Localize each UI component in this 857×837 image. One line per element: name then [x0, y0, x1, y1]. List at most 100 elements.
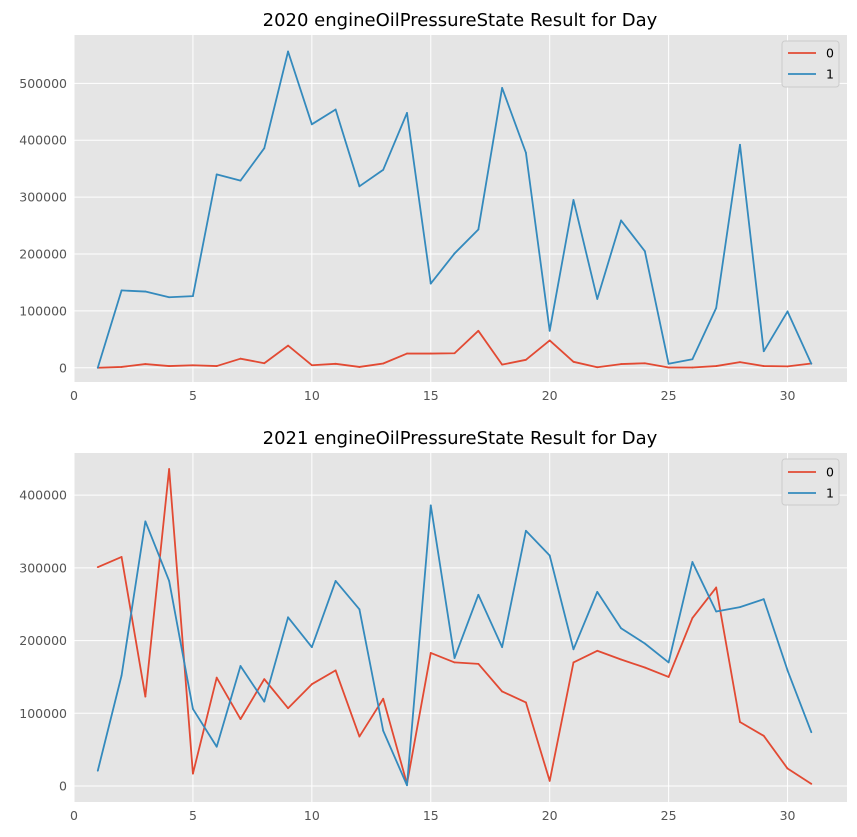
data-point-0 [192, 364, 194, 367]
data-point-0 [572, 360, 575, 363]
data-point-0 [310, 683, 313, 686]
data-point-1 [572, 199, 575, 201]
x-tick-label: 20 [542, 388, 558, 403]
data-point-0 [120, 366, 123, 368]
data-point-0 [168, 468, 171, 470]
data-point-1 [310, 123, 313, 126]
data-point-1 [620, 219, 622, 222]
data-point-0 [453, 661, 456, 664]
y-tick-label: 0 [59, 360, 67, 375]
data-point-1 [643, 642, 646, 645]
data-point-0 [358, 735, 361, 738]
data-point-1 [287, 50, 289, 53]
data-point-0 [263, 678, 266, 681]
data-point-0 [310, 364, 313, 367]
x-tick-label: 0 [70, 808, 78, 823]
x-tick-label: 20 [542, 808, 558, 823]
data-point-1 [287, 616, 289, 619]
data-point-0 [239, 718, 242, 721]
data-point-0 [643, 666, 646, 669]
tick-labels: 0 5 10 15 20 25 30 0 100000 200000 300000 400000 [19, 488, 795, 823]
chart-title: 2020 engineOilPressureState Result for D… [263, 10, 658, 31]
data-point-0 [525, 701, 527, 704]
data-point-1 [643, 250, 646, 253]
y-tick-label: 200000 [19, 247, 67, 262]
y-tick-label: 300000 [19, 560, 67, 575]
data-point-1 [406, 112, 408, 114]
data-point-0 [287, 344, 289, 347]
tick-labels: 0 5 10 15 20 25 30 0 100000 200000 300000 400000 500… [19, 76, 795, 403]
data-point-0 [263, 362, 266, 365]
data-point-1 [691, 561, 694, 563]
y-tick-label: 0 [59, 779, 67, 794]
data-point-1 [477, 228, 480, 231]
data-point-0 [120, 556, 123, 558]
y-tick-label: 100000 [19, 706, 67, 721]
x-tick-label: 25 [661, 808, 677, 823]
data-point-1 [144, 290, 147, 293]
data-point-0 [429, 352, 432, 355]
data-point-0 [477, 662, 480, 665]
plot-area [74, 453, 847, 802]
data-point-0 [715, 365, 718, 367]
data-point-1 [501, 646, 504, 649]
data-point-1 [310, 646, 313, 649]
y-tick-label: 300000 [19, 190, 67, 205]
data-point-0 [168, 365, 171, 367]
data-point-1 [453, 657, 456, 659]
legend-label-0: 0 [826, 46, 834, 61]
data-point-1 [334, 108, 337, 111]
data-point-0 [643, 362, 646, 365]
data-point-1 [691, 358, 694, 361]
grid [73, 35, 847, 382]
data-point-1 [144, 520, 147, 523]
data-point-0 [691, 366, 694, 369]
data-point-1 [215, 745, 218, 748]
x-tick-label: 10 [304, 388, 320, 403]
data-point-1 [501, 87, 504, 89]
y-tick-label: 200000 [19, 633, 67, 648]
data-point-1 [786, 310, 789, 313]
data-point-1 [358, 608, 361, 611]
data-point-1 [96, 769, 99, 772]
data-point-0 [215, 365, 218, 367]
data-point-0 [453, 352, 456, 355]
x-tick-label: 10 [304, 808, 320, 823]
x-tick-label: 25 [661, 388, 677, 403]
data-point-1 [810, 731, 813, 734]
data-point-0 [691, 617, 694, 619]
data-point-0 [192, 772, 194, 775]
data-point-1 [192, 295, 194, 297]
data-point-0 [667, 676, 670, 678]
data-point-1 [739, 606, 741, 609]
y-tick-label: 400000 [19, 488, 67, 503]
data-point-1 [525, 529, 527, 532]
y-tick-label: 400000 [19, 133, 67, 148]
data-point-0 [501, 363, 504, 366]
plot-area [74, 35, 847, 382]
data-point-1 [548, 329, 551, 332]
data-point-0 [406, 352, 408, 355]
legend: 0 1 [781, 40, 840, 88]
data-point-1 [382, 729, 385, 732]
x-tick-label: 15 [423, 808, 439, 823]
data-point-0 [548, 780, 551, 782]
data-point-0 [358, 366, 361, 368]
data-point-0 [810, 782, 813, 785]
chart-2020: 2020 engineOilPressureState Result for D… [19, 10, 847, 403]
data-point-0 [525, 358, 527, 361]
data-point-0 [786, 767, 789, 770]
data-point-1 [786, 669, 789, 672]
data-point-0 [144, 695, 147, 698]
x-tick-label: 5 [189, 388, 197, 403]
data-point-1 [358, 185, 361, 188]
y-tick-label: 500000 [19, 76, 67, 91]
data-point-1 [596, 590, 599, 593]
data-point-1 [263, 147, 266, 150]
data-point-1 [263, 700, 266, 703]
data-point-1 [596, 298, 599, 300]
data-point-0 [215, 676, 218, 679]
data-point-0 [762, 734, 765, 737]
data-point-0 [786, 365, 789, 368]
legend-label-0: 0 [826, 465, 834, 480]
